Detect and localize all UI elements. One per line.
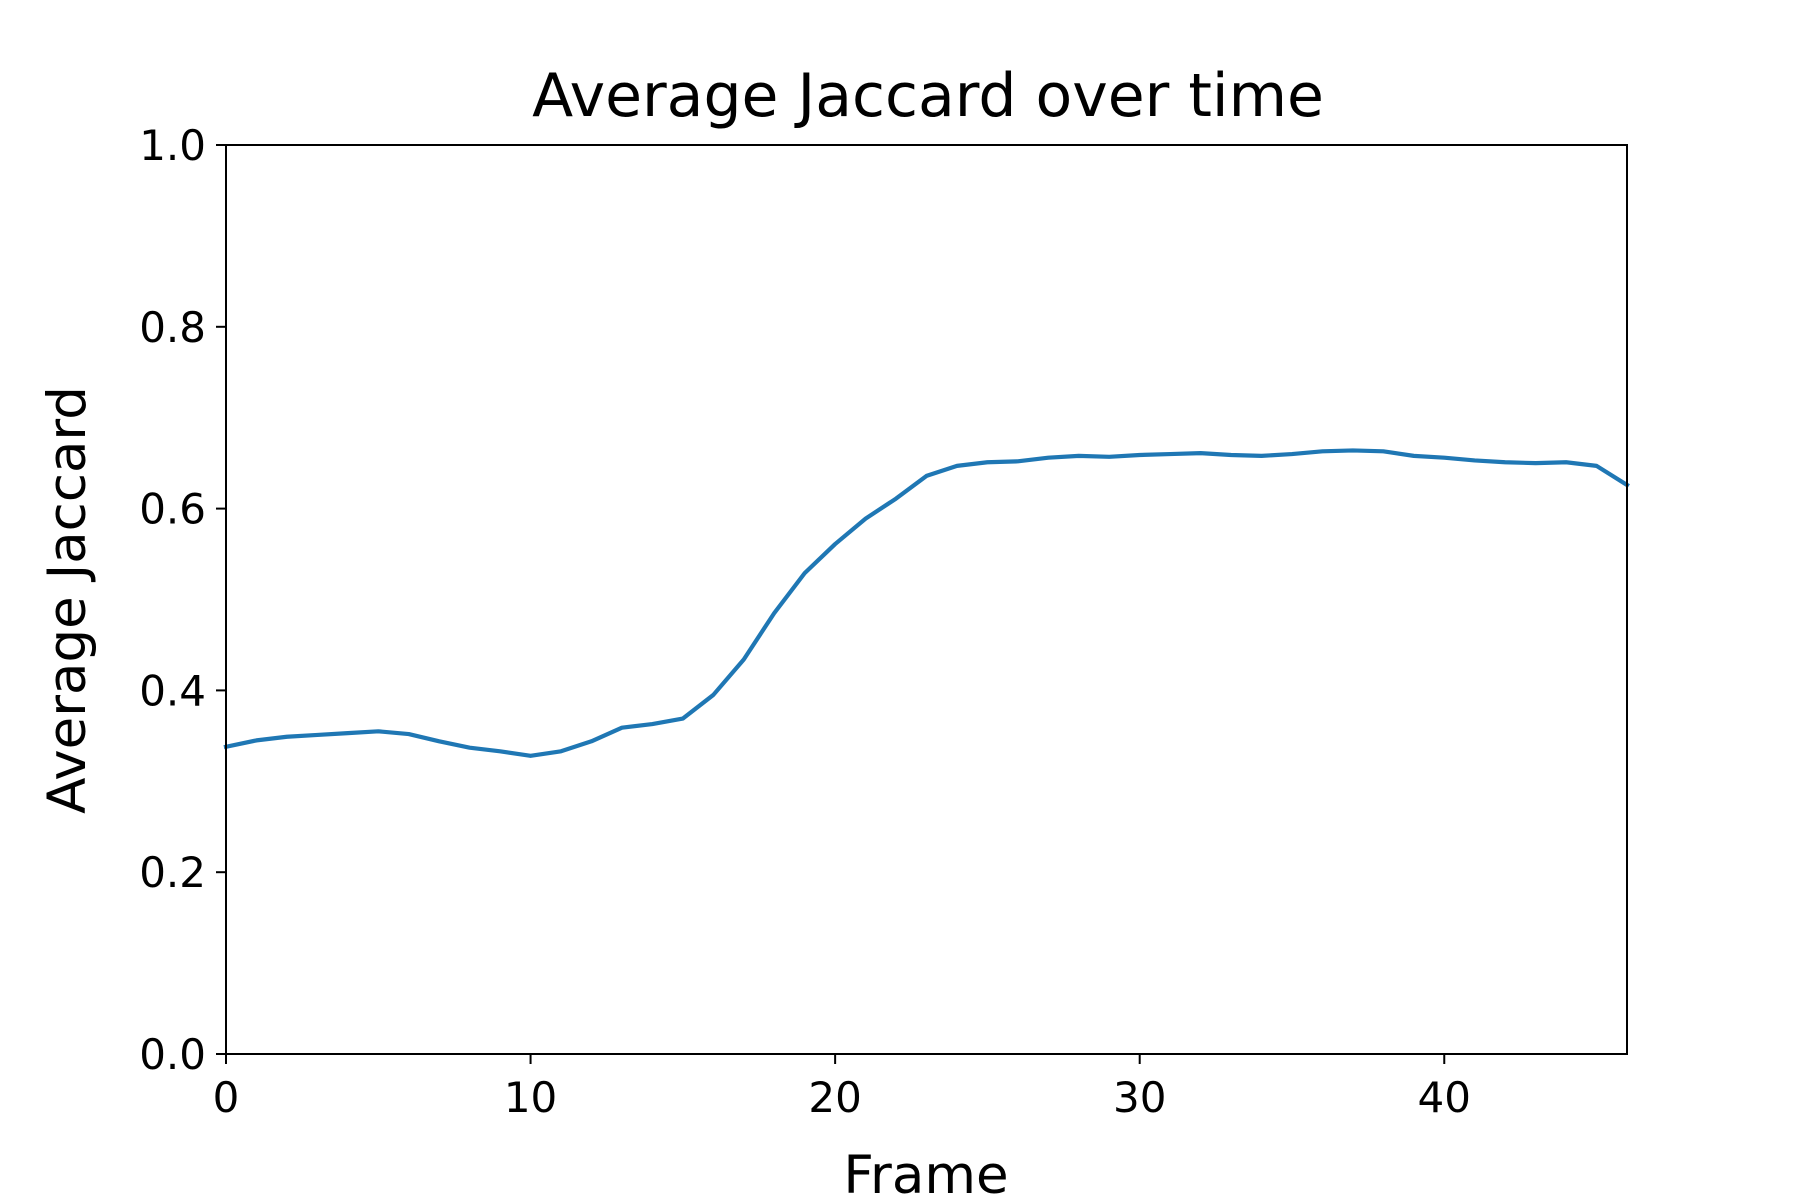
y-tick-label: 0.8 <box>139 303 206 352</box>
series-line <box>223 448 1630 758</box>
plot-area <box>223 144 1630 1055</box>
plot-frame <box>225 144 1628 1055</box>
series-group <box>223 448 1630 758</box>
y-tick-label: 0.0 <box>139 1030 206 1079</box>
y-tick-label: 1.0 <box>139 121 206 170</box>
y-axis-ticks: 0.0 0.2 0.4 0.6 0.8 1.0 <box>139 121 226 1079</box>
x-axis-ticks: 0 10 20 30 40 <box>213 1054 1471 1122</box>
y-tick-label: 0.2 <box>139 848 206 897</box>
y-tick-label: 0.4 <box>139 666 206 715</box>
x-tick-label: 20 <box>808 1073 861 1122</box>
x-axis-label: Frame <box>843 1145 1008 1200</box>
x-tick-label: 10 <box>504 1073 557 1122</box>
y-tick-label: 0.6 <box>139 485 206 534</box>
y-axis-label: Average Jaccard <box>37 386 98 814</box>
x-tick-label: 0 <box>213 1073 240 1122</box>
x-tick-label: 30 <box>1113 1073 1166 1122</box>
chart-title: Average Jaccard over time <box>532 61 1324 131</box>
x-tick-label: 40 <box>1418 1073 1471 1122</box>
